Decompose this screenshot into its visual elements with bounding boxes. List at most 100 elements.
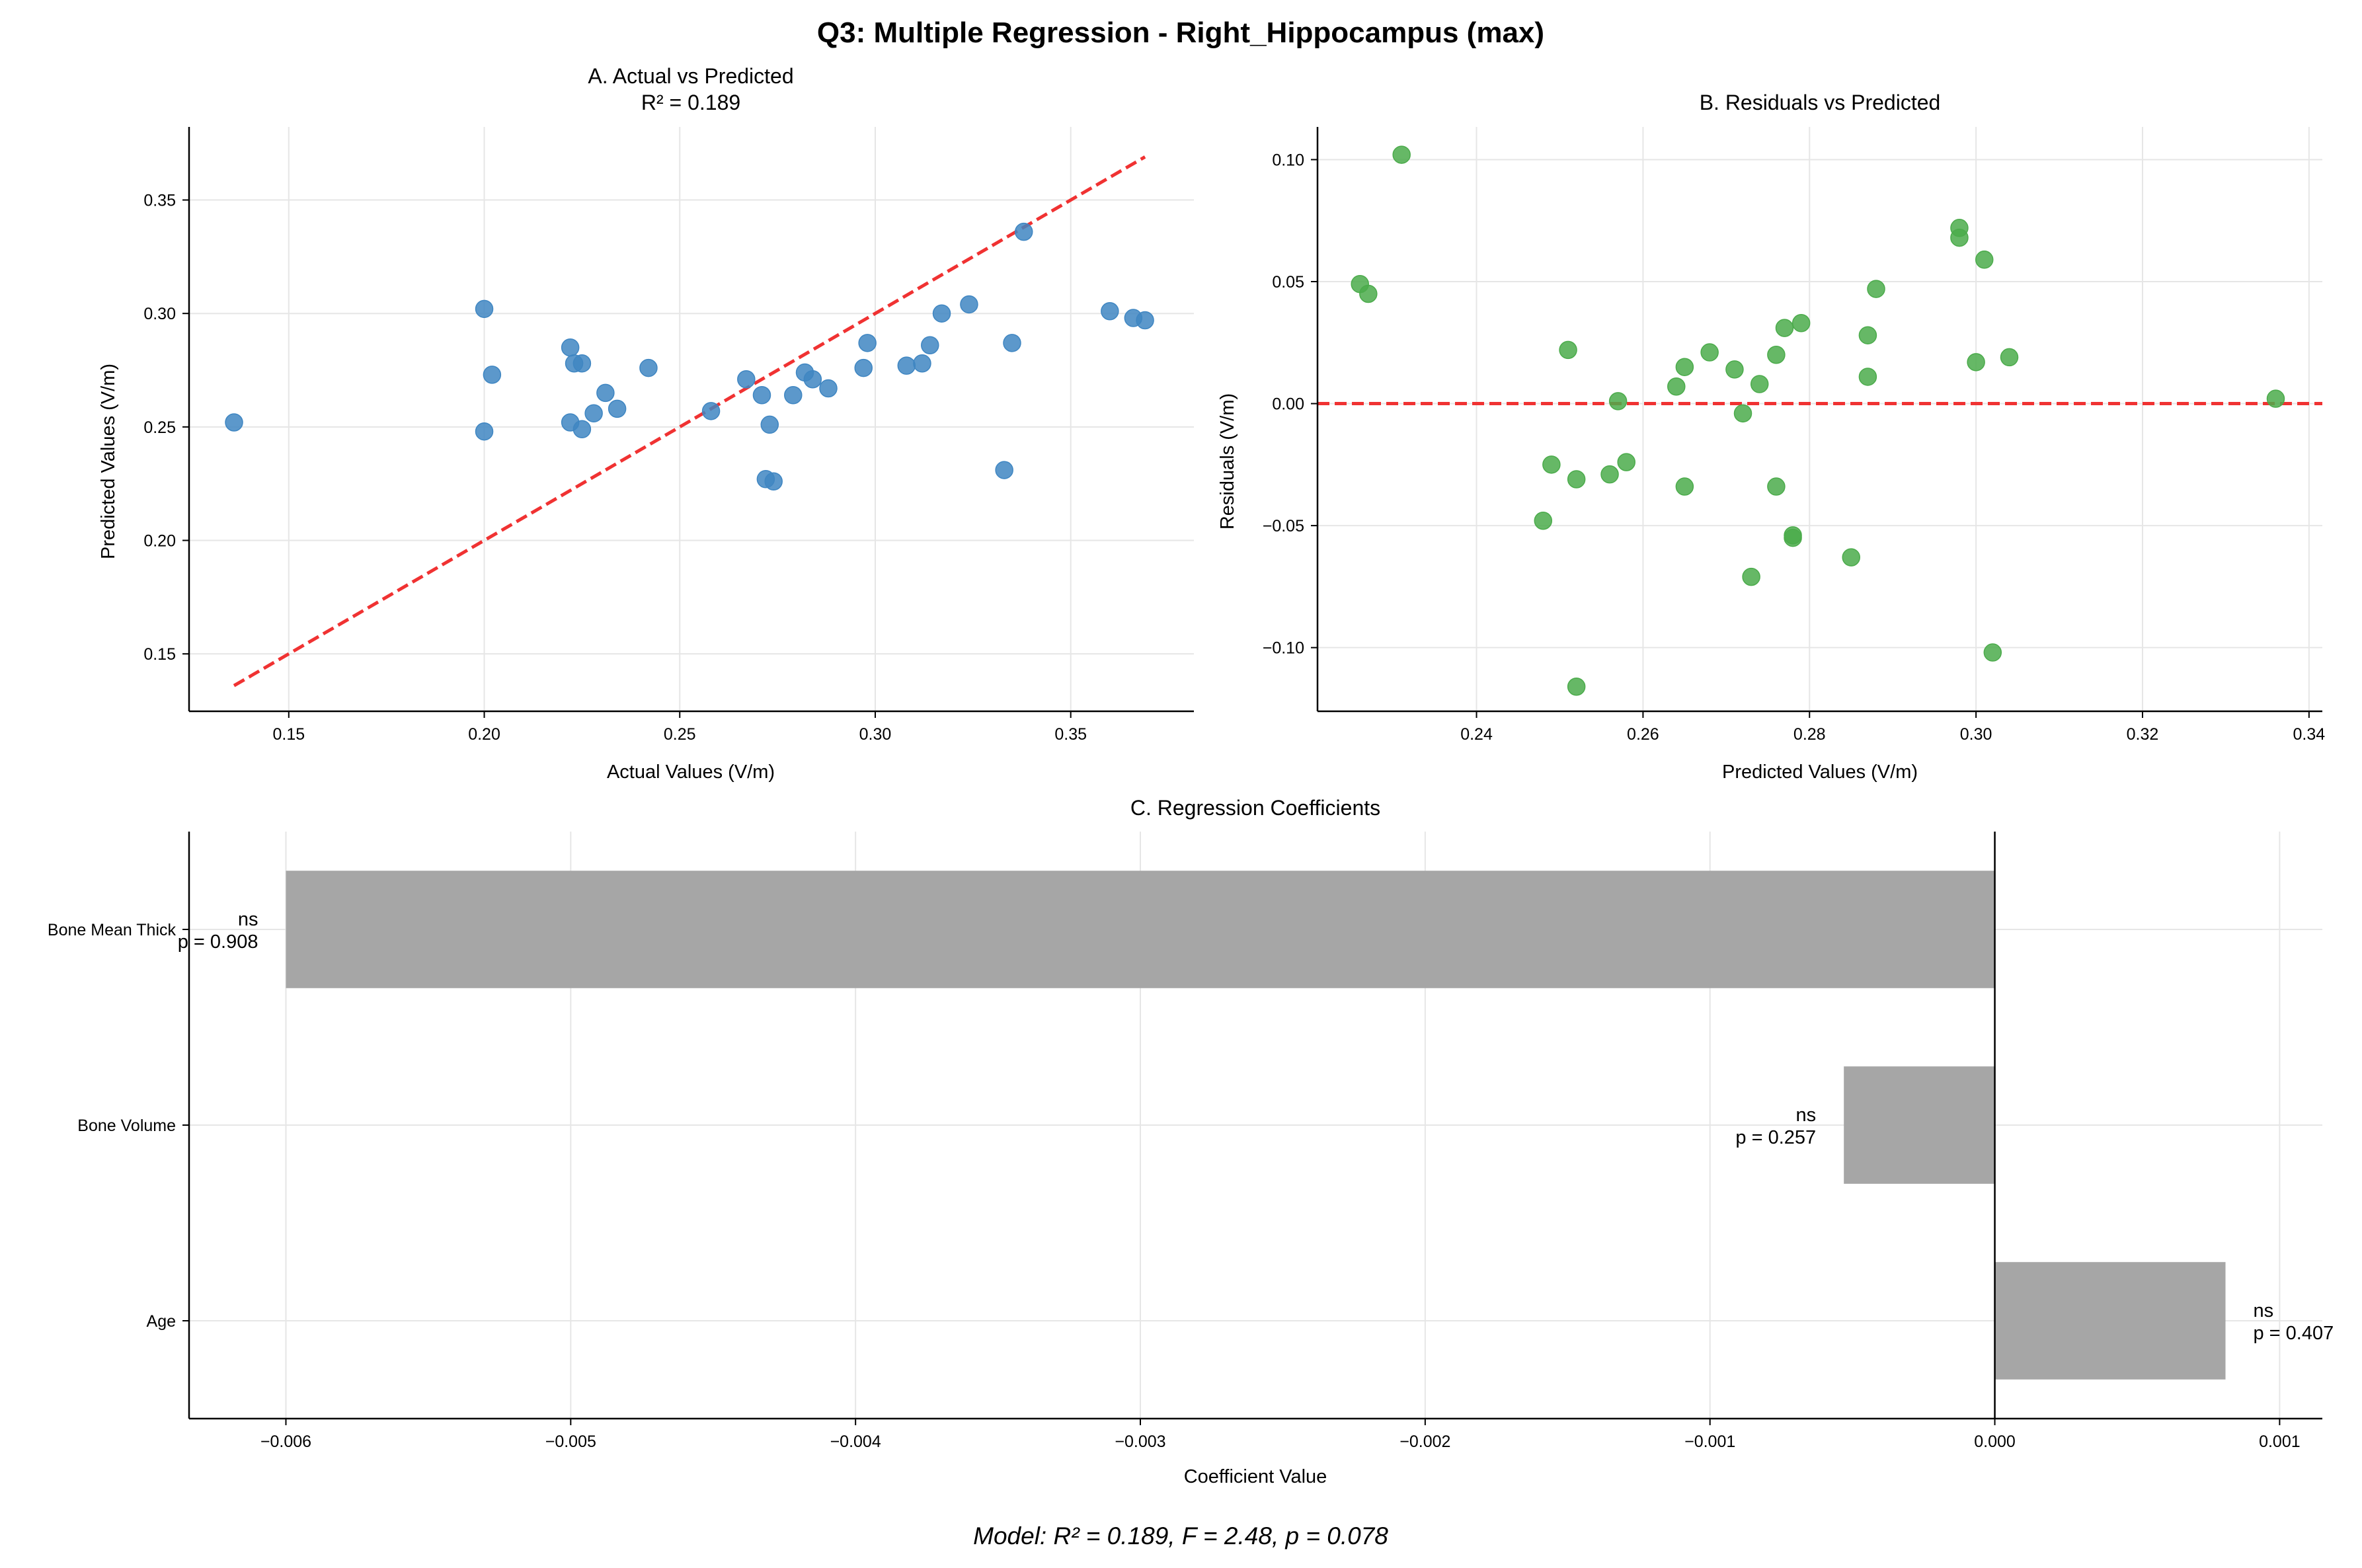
- figure-title: Q3: Multiple Regression - Right_Hippocam…: [817, 17, 1544, 49]
- panel-a-data-point: [1136, 311, 1154, 330]
- panel-a-data-point: [1003, 334, 1021, 352]
- panel-c-p-value-label: p = 0.257: [1735, 1127, 1816, 1148]
- panel-a-x-tick-label: 0.15: [272, 725, 305, 744]
- panel-a-data-point: [561, 338, 580, 357]
- panel-a-data-point: [752, 386, 771, 405]
- panel-b-data-point: [1608, 392, 1628, 411]
- panel-b-data-point: [1842, 548, 1860, 567]
- panel-a-title: A. Actual vs Predicted: [588, 64, 793, 88]
- panel-a-data-point: [854, 358, 873, 377]
- panel-a-y-tick-label: 0.25: [143, 418, 176, 437]
- panel-b-data-point: [1567, 470, 1586, 489]
- panel-a-data-point: [1101, 302, 1119, 321]
- panel-a-data-point: [225, 413, 243, 432]
- panel-a-data-point: [995, 461, 1013, 479]
- panel-b-data-point: [1600, 465, 1619, 484]
- panel-a-x-tick-label: 0.20: [468, 725, 500, 744]
- panel-a-actual-vs-predicted: A. Actual vs Predicted R² = 0.189 Actual…: [98, 64, 1194, 783]
- panel-a-data-point: [1014, 222, 1033, 241]
- panel-a-x-tick-label: 0.25: [664, 725, 696, 744]
- panel-a-y-tick-label: 0.20: [143, 531, 176, 550]
- panel-a-data-point: [701, 402, 721, 420]
- panel-b-data-point: [1742, 567, 1760, 586]
- panel-c-x-tick-label: 0.000: [1974, 1432, 2016, 1451]
- panel-a-data-point: [819, 379, 838, 398]
- panel-b-data-point: [1617, 453, 1635, 471]
- panel-a-data-point: [572, 354, 592, 373]
- panel-a-y-tick-label: 0.15: [143, 645, 176, 664]
- panel-b-x-tick-label: 0.30: [1960, 725, 1992, 744]
- panel-c-x-tick-label: −0.002: [1399, 1432, 1450, 1451]
- model-summary-footer: Model: R² = 0.189, F = 2.48, p = 0.078: [973, 1522, 1388, 1549]
- panel-a-data-point: [483, 366, 502, 384]
- panel-b-data-point: [1867, 280, 1885, 298]
- panel-c-significance-label: ns: [1796, 1105, 1817, 1126]
- panel-b-data-point: [1858, 368, 1877, 386]
- panel-c-significance-label: ns: [2254, 1300, 2274, 1321]
- panel-a-xlabel: Actual Values (V/m): [607, 762, 775, 783]
- panel-a-data-point: [584, 404, 603, 422]
- panel-c-x-tick-label: −0.006: [260, 1432, 311, 1451]
- panel-b-ylabel: Residuals (V/m): [1217, 393, 1238, 529]
- panel-a-subtitle: R² = 0.189: [641, 91, 740, 114]
- panel-a-data-point: [858, 334, 877, 352]
- panel-c-category-label: Bone Mean Thick: [48, 921, 177, 939]
- panel-b-data-point: [1559, 340, 1577, 360]
- panel-b-x-tick-label: 0.28: [1793, 725, 1826, 744]
- panel-c-regression-coefficients: C. Regression Coefficients Coefficient V…: [48, 796, 2334, 1487]
- panel-a-x-tick-label: 0.30: [859, 725, 892, 744]
- panel-b-data-point: [1750, 375, 1769, 393]
- panel-b-data-point: [2000, 348, 2019, 367]
- panel-b-data-point: [1784, 526, 1802, 545]
- panel-a-identity-line: [233, 155, 1146, 687]
- panel-b-data-point: [1675, 477, 1694, 496]
- panel-b-data-point: [1767, 477, 1786, 496]
- panel-a-data-point: [932, 304, 951, 323]
- panel-c-x-tick-label: −0.004: [830, 1432, 881, 1451]
- panel-b-y-tick-label: −0.10: [1263, 639, 1304, 658]
- panel-c-p-value-label: p = 0.908: [178, 931, 258, 953]
- panel-b-data-point: [1675, 358, 1694, 376]
- panel-a-data-point: [639, 358, 658, 377]
- panel-b-x-tick-label: 0.24: [1460, 725, 1493, 744]
- panel-b-data-point: [1725, 360, 1744, 379]
- panel-b-data-point: [1392, 145, 1411, 164]
- panel-b-data-point: [1791, 314, 1811, 333]
- panel-b-data-point: [1542, 455, 1561, 474]
- panel-c-bar: [286, 871, 1995, 988]
- panel-b-data-point: [1733, 404, 1752, 423]
- panel-b-y-tick-label: 0.00: [1272, 395, 1304, 414]
- panel-b-data-point: [1700, 343, 1719, 362]
- panel-c-x-tick-label: −0.005: [545, 1432, 596, 1451]
- panel-a-data-point: [764, 472, 783, 490]
- panel-c-title: C. Regression Coefficients: [1130, 796, 1380, 820]
- panel-b-title: B. Residuals vs Predicted: [1700, 91, 1941, 114]
- panel-c-category-label: Bone Volume: [77, 1117, 176, 1135]
- panel-c-x-tick-label: −0.003: [1115, 1432, 1165, 1451]
- panel-a-data-point: [921, 336, 939, 355]
- panel-a-data-point: [596, 383, 615, 403]
- panel-c-bar: [1844, 1066, 1995, 1184]
- panel-a-data-point: [803, 370, 822, 389]
- panel-c-x-tick-label: −0.001: [1684, 1432, 1735, 1451]
- panel-b-data-point: [1359, 284, 1378, 303]
- panel-a-data-point: [475, 299, 494, 319]
- panel-b-x-tick-label: 0.26: [1627, 725, 1659, 744]
- panel-b-data-point: [1775, 319, 1794, 337]
- panel-b-data-point: [1950, 228, 1969, 247]
- panel-c-x-tick-label: 0.001: [2259, 1432, 2301, 1451]
- panel-b-data-point: [1667, 377, 1686, 396]
- panel-b-residuals-vs-predicted: B. Residuals vs Predicted Predicted Valu…: [1217, 91, 2325, 783]
- panel-a-x-tick-label: 0.35: [1054, 725, 1087, 744]
- panel-a-data-point: [913, 354, 931, 373]
- panel-b-xlabel: Predicted Values (V/m): [1722, 762, 1918, 783]
- panel-a-y-tick-label: 0.35: [143, 192, 176, 210]
- panel-c-bar: [1994, 1262, 2226, 1380]
- panel-b-x-tick-label: 0.34: [2293, 725, 2326, 744]
- panel-a-data-point: [760, 415, 779, 434]
- panel-b-data-point: [1567, 677, 1586, 696]
- panel-b-y-tick-label: 0.05: [1272, 273, 1304, 292]
- panel-b-data-point: [2266, 389, 2285, 408]
- panel-b-data-point: [1858, 326, 1877, 344]
- panel-a-y-tick-label: 0.30: [143, 305, 176, 323]
